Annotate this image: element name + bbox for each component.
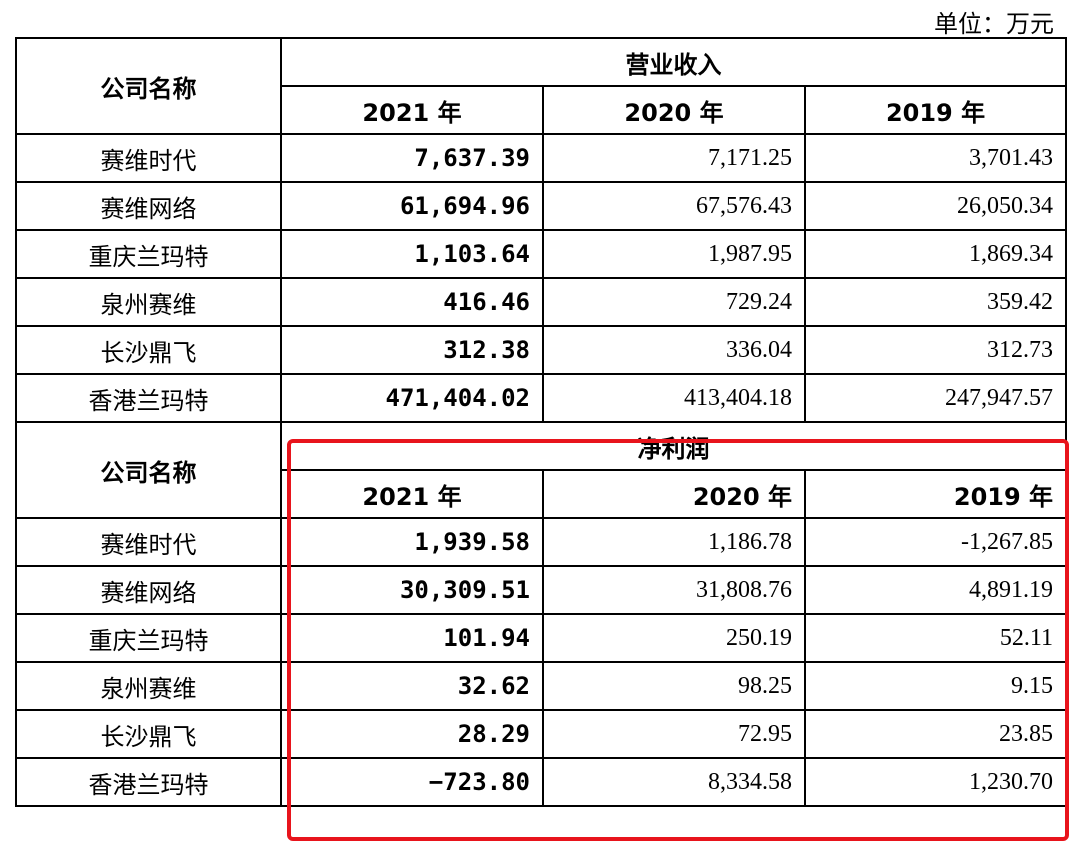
value-cell-2019: 1,869.34 xyxy=(803,229,1068,279)
value-cell-2019: 247,947.57 xyxy=(803,373,1068,423)
table-row: 长沙鼎飞 28.29 72.95 23.85 xyxy=(15,709,1068,759)
value-cell-2021: 471,404.02 xyxy=(280,373,544,423)
company-name-cell: 长沙鼎飞 xyxy=(15,709,282,759)
value-cell-2021: 61,694.96 xyxy=(280,181,544,231)
value-cell-2021: 30,309.51 xyxy=(280,565,544,615)
company-name-cell: 重庆兰玛特 xyxy=(15,229,282,279)
value-cell-2020: 250.19 xyxy=(542,613,806,663)
value-cell-2019: 312.73 xyxy=(803,325,1068,375)
company-name-cell: 泉州赛维 xyxy=(15,277,282,327)
value-cell-2020: 729.24 xyxy=(542,277,806,327)
value-cell-2019: 26,050.34 xyxy=(803,181,1068,231)
financial-table: 公司名称 营业收入 2021 年 2020 年 2019 年 赛维时代 7,63… xyxy=(15,37,1068,807)
company-name-header: 公司名称 xyxy=(15,37,282,135)
value-cell-2021: 32.62 xyxy=(280,661,544,711)
value-cell-2019: -1,267.85 xyxy=(803,517,1068,567)
table-row: 香港兰玛特 471,404.02 413,404.18 247,947.57 xyxy=(15,373,1068,423)
company-name-cell: 赛维网络 xyxy=(15,181,282,231)
value-cell-2019: 4,891.19 xyxy=(803,565,1068,615)
year-header: 2019 年 xyxy=(803,469,1068,519)
table-row: 赛维网络 61,694.96 67,576.43 26,050.34 xyxy=(15,181,1068,231)
value-cell-2020: 7,171.25 xyxy=(542,133,806,183)
company-name-header: 公司名称 xyxy=(15,421,282,519)
year-header-row: 2021 年 2020 年 2019 年 xyxy=(16,469,1068,519)
company-name-cell: 赛维时代 xyxy=(15,517,282,567)
company-name-cell: 香港兰玛特 xyxy=(15,757,282,807)
company-name-cell: 香港兰玛特 xyxy=(15,373,282,423)
section-header-row: 公司名称 净利润 xyxy=(15,421,1068,519)
year-header: 2020 年 xyxy=(542,85,806,135)
table-row: 香港兰玛特 −723.80 8,334.58 1,230.70 xyxy=(15,757,1068,807)
company-name-cell: 重庆兰玛特 xyxy=(15,613,282,663)
table-row: 泉州赛维 416.46 729.24 359.42 xyxy=(15,277,1068,327)
value-cell-2020: 1,987.95 xyxy=(542,229,806,279)
value-cell-2021: 1,103.64 xyxy=(280,229,544,279)
value-cell-2019: 23.85 xyxy=(803,709,1068,759)
value-cell-2020: 67,576.43 xyxy=(542,181,806,231)
company-name-cell: 泉州赛维 xyxy=(15,661,282,711)
value-cell-2020: 1,186.78 xyxy=(542,517,806,567)
year-header: 2020 年 xyxy=(542,469,806,519)
company-name-cell: 长沙鼎飞 xyxy=(15,325,282,375)
value-cell-2020: 31,808.76 xyxy=(542,565,806,615)
unit-label: 单位：万元 xyxy=(934,10,1054,38)
year-header: 2019 年 xyxy=(803,85,1068,135)
value-cell-2021: 312.38 xyxy=(280,325,544,375)
value-cell-2020: 72.95 xyxy=(542,709,806,759)
value-cell-2019: 3,701.43 xyxy=(803,133,1068,183)
table-row: 赛维时代 7,637.39 7,171.25 3,701.43 xyxy=(15,133,1068,183)
table-row: 长沙鼎飞 312.38 336.04 312.73 xyxy=(15,325,1068,375)
value-cell-2019: 1,230.70 xyxy=(803,757,1068,807)
table-row: 泉州赛维 32.62 98.25 9.15 xyxy=(15,661,1068,711)
value-cell-2021: 7,637.39 xyxy=(280,133,544,183)
value-cell-2020: 336.04 xyxy=(542,325,806,375)
value-cell-2021: 416.46 xyxy=(280,277,544,327)
value-cell-2019: 359.42 xyxy=(803,277,1068,327)
value-cell-2021: 1,939.58 xyxy=(280,517,544,567)
value-cell-2021: 101.94 xyxy=(280,613,544,663)
year-header: 2021 年 xyxy=(280,469,544,519)
value-cell-2019: 52.11 xyxy=(803,613,1068,663)
company-name-cell: 赛维网络 xyxy=(15,565,282,615)
metric-header-net-profit: 净利润 xyxy=(279,421,1068,471)
value-cell-2020: 413,404.18 xyxy=(542,373,806,423)
table-row: 重庆兰玛特 1,103.64 1,987.95 1,869.34 xyxy=(15,229,1068,279)
table-row: 赛维网络 30,309.51 31,808.76 4,891.19 xyxy=(15,565,1068,615)
year-header-row: 2021 年 2020 年 2019 年 xyxy=(16,85,1068,135)
metric-header-revenue: 营业收入 xyxy=(279,37,1068,87)
value-cell-2020: 98.25 xyxy=(542,661,806,711)
value-cell-2019: 9.15 xyxy=(803,661,1068,711)
year-header: 2021 年 xyxy=(280,85,544,135)
company-name-cell: 赛维时代 xyxy=(15,133,282,183)
table-row: 赛维时代 1,939.58 1,186.78 -1,267.85 xyxy=(15,517,1068,567)
table-row: 重庆兰玛特 101.94 250.19 52.11 xyxy=(15,613,1068,663)
value-cell-2021: −723.80 xyxy=(280,757,544,807)
value-cell-2021: 28.29 xyxy=(280,709,544,759)
value-cell-2020: 8,334.58 xyxy=(542,757,806,807)
section-header-row: 公司名称 营业收入 xyxy=(15,37,1068,135)
